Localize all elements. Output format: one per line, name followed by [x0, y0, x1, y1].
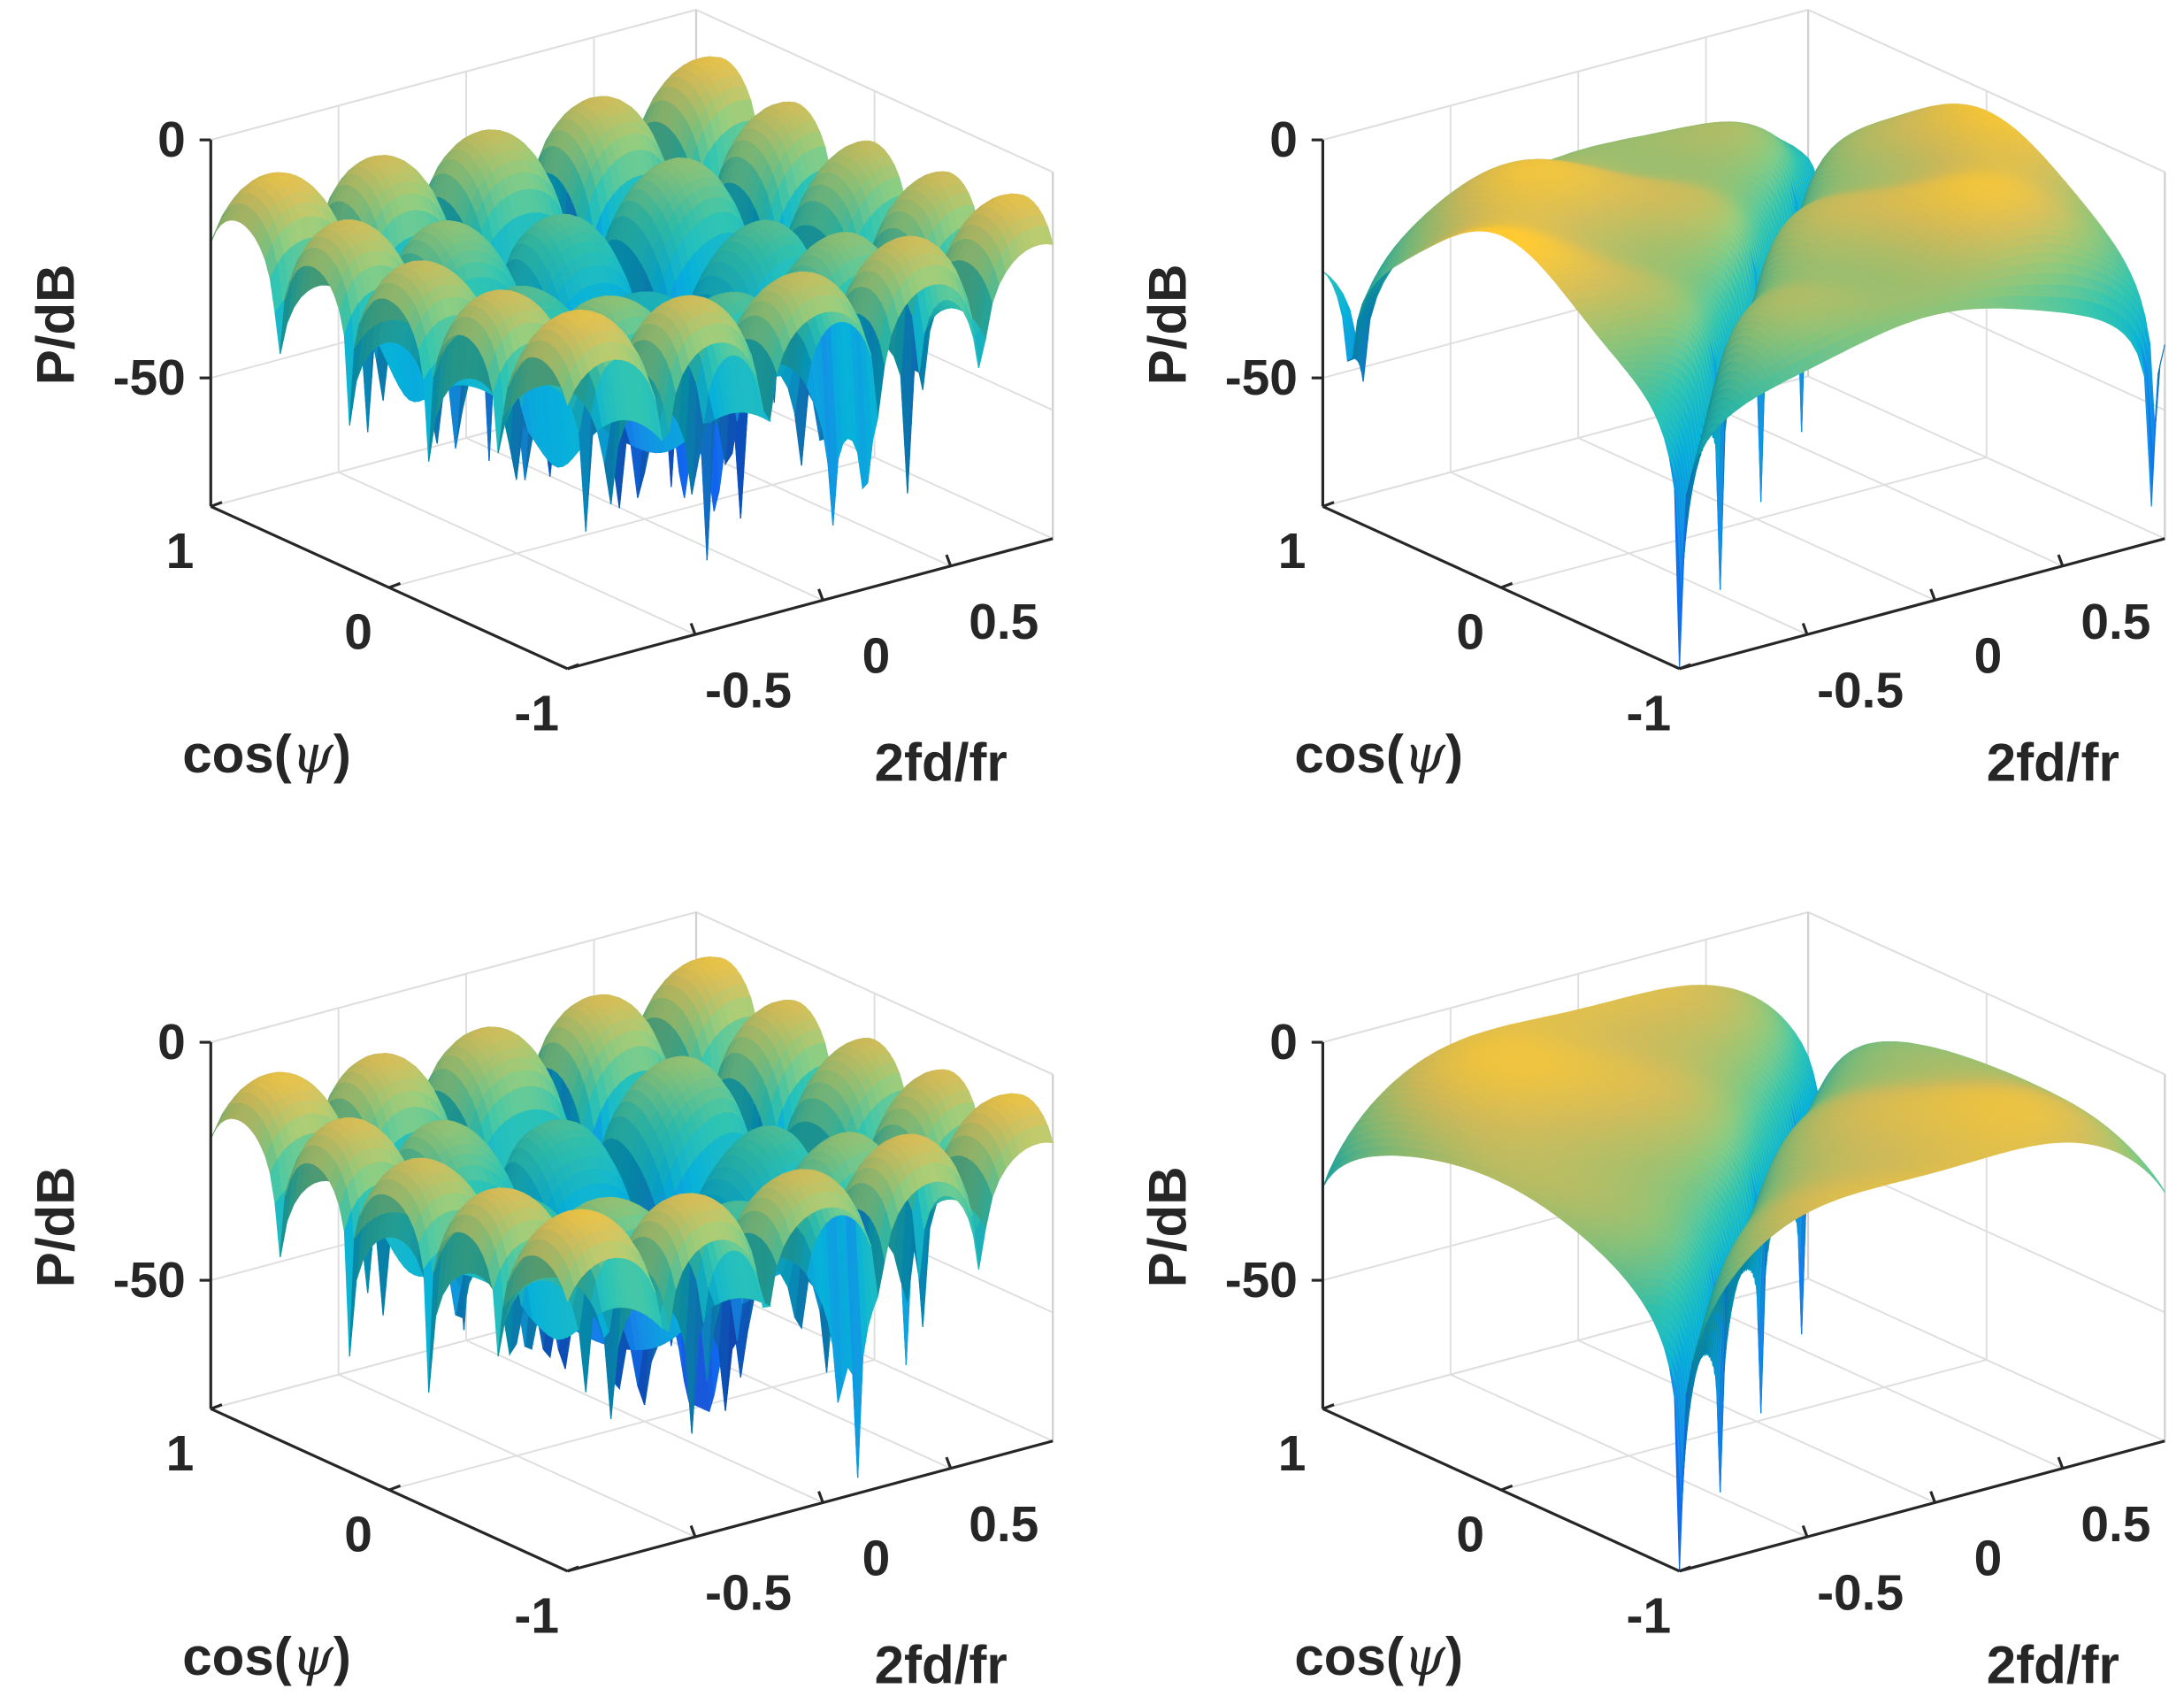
figure: 0-5010-1 -0.500.5P/dBcos(ψ) 2fd/fr0-5010-1… [0, 0, 2184, 1704]
gridline-y [389, 457, 875, 587]
surface [211, 57, 1053, 560]
